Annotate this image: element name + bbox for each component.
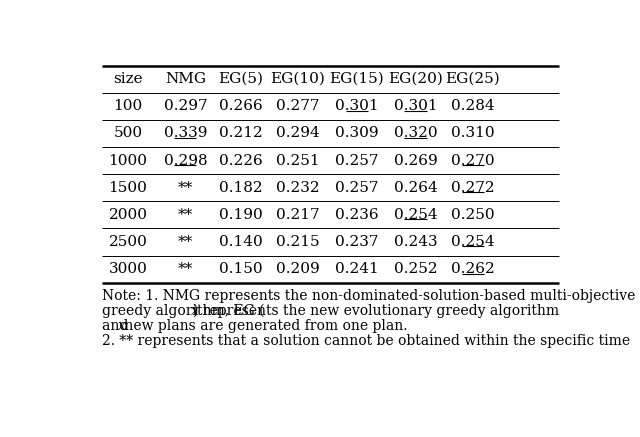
Text: 0.339: 0.339 — [164, 126, 207, 140]
Text: 0.209: 0.209 — [276, 262, 319, 276]
Text: 0.262: 0.262 — [451, 262, 495, 276]
Text: 0.272: 0.272 — [451, 180, 495, 194]
Text: and: and — [102, 319, 132, 333]
Text: 0.298: 0.298 — [164, 153, 207, 167]
Text: greedy algorithm, EG (: greedy algorithm, EG ( — [102, 304, 264, 318]
Text: 0.252: 0.252 — [394, 262, 437, 276]
Text: 0.150: 0.150 — [219, 262, 262, 276]
Text: 0.254: 0.254 — [394, 208, 437, 222]
Text: 0.297: 0.297 — [164, 99, 207, 113]
Text: 0.241: 0.241 — [335, 262, 378, 276]
Text: 0.284: 0.284 — [451, 99, 495, 113]
Text: 0.251: 0.251 — [276, 153, 319, 167]
Text: 0.257: 0.257 — [335, 180, 378, 194]
Text: EG(10): EG(10) — [270, 72, 325, 86]
Text: 2000: 2000 — [109, 208, 148, 222]
Text: **: ** — [178, 208, 193, 222]
Text: 0.254: 0.254 — [451, 235, 495, 249]
Text: **: ** — [178, 262, 193, 276]
Text: 0.264: 0.264 — [394, 180, 438, 194]
Text: EG(5): EG(5) — [218, 72, 263, 86]
Text: EG(25): EG(25) — [445, 72, 500, 86]
Text: x: x — [118, 319, 126, 333]
Text: 2. ** represents that a solution cannot be obtained within the specific time: 2. ** represents that a solution cannot … — [102, 334, 630, 348]
Text: 0.190: 0.190 — [218, 208, 262, 222]
Text: x: x — [191, 304, 199, 318]
Text: 0.226: 0.226 — [218, 153, 262, 167]
Text: EG(20): EG(20) — [388, 72, 443, 86]
Text: size: size — [113, 72, 143, 86]
Text: 0.301: 0.301 — [394, 99, 437, 113]
Text: 2500: 2500 — [109, 235, 147, 249]
Text: 1000: 1000 — [109, 153, 148, 167]
Text: 1500: 1500 — [109, 180, 147, 194]
Text: 0.140: 0.140 — [218, 235, 262, 249]
Text: EG(15): EG(15) — [330, 72, 384, 86]
Text: 0.310: 0.310 — [451, 126, 495, 140]
Text: 0.232: 0.232 — [276, 180, 319, 194]
Text: 0.270: 0.270 — [451, 153, 495, 167]
Text: 0.294: 0.294 — [276, 126, 319, 140]
Text: 0.182: 0.182 — [219, 180, 262, 194]
Text: 0.266: 0.266 — [218, 99, 262, 113]
Text: 0.257: 0.257 — [335, 153, 378, 167]
Text: NMG: NMG — [165, 72, 206, 86]
Text: 0.236: 0.236 — [335, 208, 378, 222]
Text: 0.237: 0.237 — [335, 235, 378, 249]
Text: 0.243: 0.243 — [394, 235, 437, 249]
Text: 0.269: 0.269 — [394, 153, 438, 167]
Text: 3000: 3000 — [109, 262, 147, 276]
Text: 0.301: 0.301 — [335, 99, 378, 113]
Text: 500: 500 — [113, 126, 143, 140]
Text: 0.212: 0.212 — [218, 126, 262, 140]
Text: **: ** — [178, 235, 193, 249]
Text: 0.250: 0.250 — [451, 208, 495, 222]
Text: ) represents the new evolutionary greedy algorithm: ) represents the new evolutionary greedy… — [193, 304, 559, 318]
Text: 0.277: 0.277 — [276, 99, 319, 113]
Text: 100: 100 — [113, 99, 143, 113]
Text: Note: 1. NMG represents the non-dominated-solution-based multi-objective: Note: 1. NMG represents the non-dominate… — [102, 289, 635, 303]
Text: 0.320: 0.320 — [394, 126, 437, 140]
Text: 0.215: 0.215 — [276, 235, 319, 249]
Text: **: ** — [178, 180, 193, 194]
Text: 0.217: 0.217 — [276, 208, 319, 222]
Text: new plans are generated from one plan.: new plans are generated from one plan. — [120, 319, 408, 333]
Text: 0.309: 0.309 — [335, 126, 378, 140]
